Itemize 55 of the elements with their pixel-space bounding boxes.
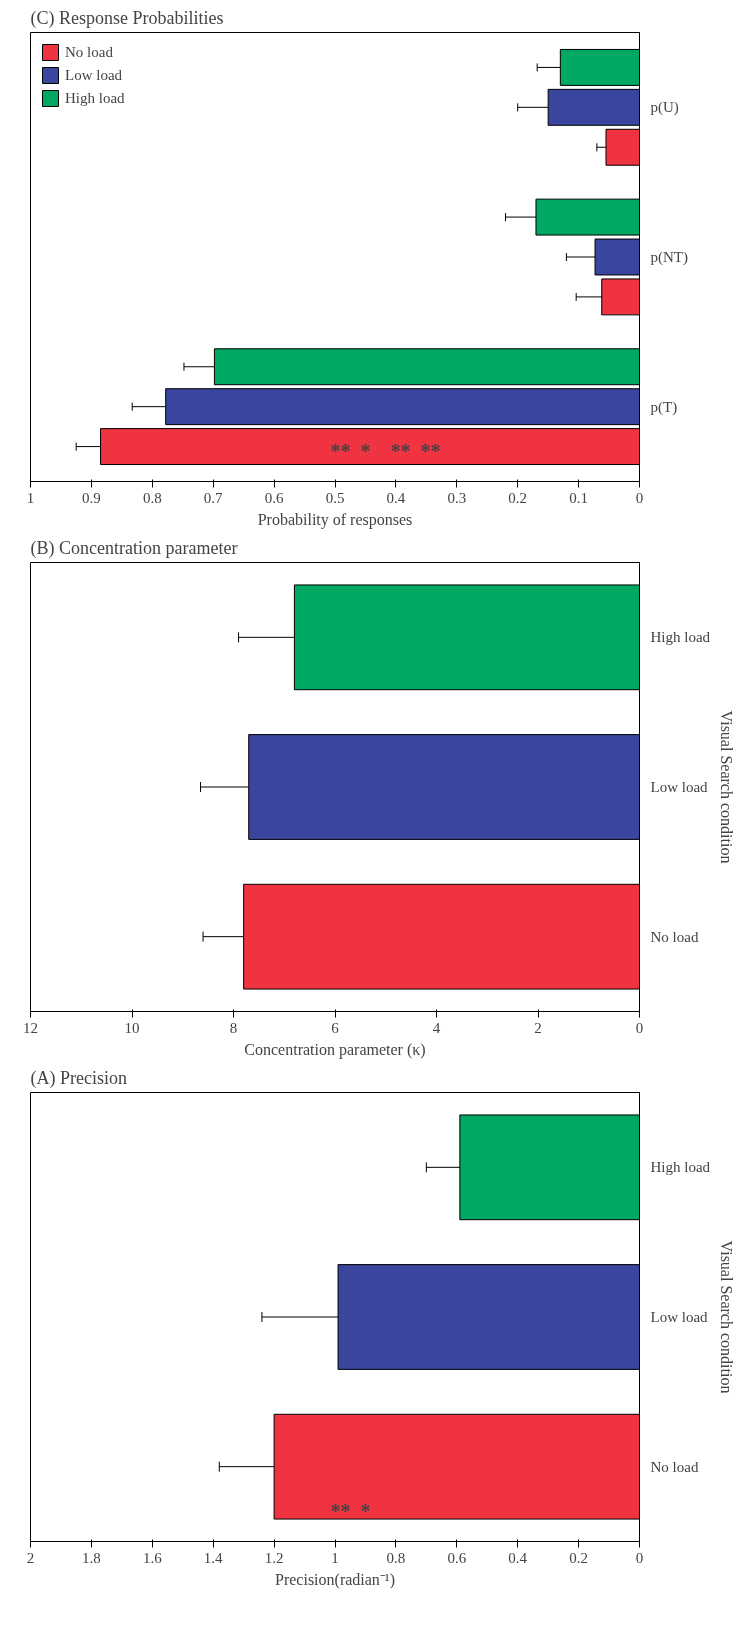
x-tick-label: 2 [26,1549,35,1566]
x-axis-title: Concentration parameter (κ) [244,1040,426,1059]
x-tick-label: 2 [534,1019,542,1036]
x-tick-label: 1.4 [203,1549,224,1566]
x-tick-label: 10 [124,1019,140,1036]
x-tick-label: 1 [331,1549,339,1566]
x-tick-label: 0.6 [447,1549,467,1566]
chart-title: (C) Response Probabilities [30,7,224,29]
x-tick-label: 1.6 [142,1549,163,1566]
chart-title: (B) Concentration parameter [30,537,238,559]
x-tick-label: 6 [331,1019,340,1036]
y-tick-label: Low load [650,1309,709,1325]
legend-label: Low load [65,66,123,84]
y-axis-title: Visual Search condition [718,710,736,864]
y-tick-label: High load [650,1159,711,1176]
x-tick-label: 0 [635,1019,644,1036]
x-tick-label: 1 [26,489,35,506]
y-tick-label: Low load [650,779,709,795]
x-tick-label: 0.4 [508,1549,528,1566]
x-tick-label: 0.2 [508,489,528,506]
x-axis-title: Precision(radian⁻¹) [275,1570,395,1589]
y-tick-label: High load [650,629,711,646]
x-tick-label: 4 [432,1019,441,1036]
annotation: ** [390,439,411,462]
annotation: * [360,1499,371,1522]
annotation: ** [330,1499,351,1522]
y-tick-label: No load [650,1458,699,1475]
x-tick-label: 1.2 [264,1549,284,1566]
x-tick-label: 1.8 [82,1549,101,1566]
x-tick-label: 0.5 [325,489,345,506]
x-tick-label: 0.9 [82,489,101,506]
x-tick-label: 0.4 [386,489,406,506]
x-tick-label: 12 [23,1019,38,1036]
x-tick-label: 0 [635,1549,644,1566]
annotation: ** [420,439,441,462]
chart-title: (A) Precision [30,1067,127,1089]
x-tick-label: 0.7 [203,489,224,506]
x-axis-title: Probability of responses [257,510,413,529]
annotation: ** [330,439,351,462]
x-tick-label: 8 [229,1019,238,1036]
x-tick-label: 0.6 [264,489,284,506]
x-tick-label: 0.1 [569,489,588,506]
x-tick-label: 0.8 [142,489,162,506]
x-tick-label: 0.3 [447,489,467,506]
legend-label: High load [65,89,125,107]
annotation: * [360,439,371,462]
y-tick-label: No load [650,928,699,945]
y-tick-label: p(T) [650,398,678,416]
x-tick-label: 0 [635,489,644,506]
y-tick-label: p(NT) [650,249,688,266]
x-tick-label: 0.8 [386,1549,406,1566]
x-tick-label: 0.2 [569,1549,588,1566]
legend-label: No load [65,43,113,61]
y-axis-title: Visual Search condition [718,1240,736,1394]
y-tick-label: p(U) [650,99,679,117]
